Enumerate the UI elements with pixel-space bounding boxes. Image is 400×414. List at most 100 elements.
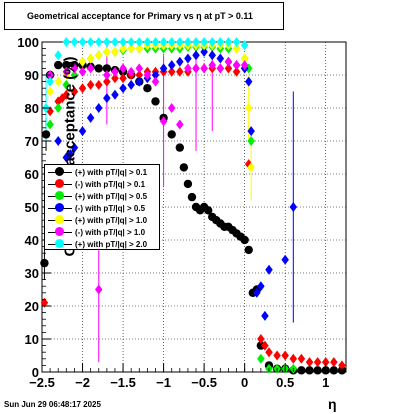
data-point bbox=[46, 86, 54, 97]
data-point bbox=[232, 43, 241, 54]
data-point bbox=[119, 83, 127, 94]
data-point bbox=[247, 136, 255, 146]
data-point bbox=[103, 70, 111, 80]
data-point bbox=[86, 53, 95, 64]
data-point bbox=[143, 84, 152, 93]
data-point bbox=[176, 56, 184, 67]
legend-label: (-) with pT/|q| > 1.0 bbox=[75, 227, 146, 237]
data-point bbox=[58, 93, 67, 104]
y-tick-label: 10 bbox=[25, 332, 39, 347]
data-point bbox=[257, 353, 265, 364]
data-point bbox=[151, 37, 160, 47]
data-point bbox=[54, 136, 62, 146]
legend-entry: (+) with pT/|q| > 1.0 bbox=[45, 214, 159, 226]
y-tick-label: 50 bbox=[25, 200, 39, 215]
legend-marker bbox=[55, 227, 64, 236]
data-point bbox=[111, 66, 119, 77]
data-point bbox=[70, 142, 79, 153]
data-point bbox=[338, 360, 346, 371]
legend-label: (+) with pT/|q| > 1.0 bbox=[75, 215, 148, 225]
legend-marker bbox=[55, 203, 64, 212]
data-point bbox=[78, 37, 87, 47]
legend-marker bbox=[55, 215, 64, 224]
data-point bbox=[86, 37, 95, 47]
data-point bbox=[151, 70, 160, 80]
data-point bbox=[247, 126, 255, 137]
data-point bbox=[54, 76, 62, 87]
data-point bbox=[176, 119, 184, 130]
data-point bbox=[184, 53, 192, 64]
legend-entry: (-) with pT/|q| > 1.0 bbox=[45, 226, 159, 238]
data-point bbox=[54, 103, 62, 113]
data-point bbox=[102, 64, 112, 73]
data-point bbox=[111, 46, 119, 57]
data-point bbox=[78, 66, 87, 77]
data-point bbox=[54, 50, 62, 61]
data-point bbox=[62, 66, 71, 77]
data-point bbox=[94, 284, 103, 295]
data-point bbox=[127, 43, 135, 54]
data-point bbox=[203, 206, 213, 215]
data-point bbox=[143, 70, 152, 80]
data-point bbox=[94, 37, 103, 47]
data-point bbox=[119, 73, 127, 84]
data-point bbox=[135, 76, 144, 87]
data-point bbox=[70, 37, 79, 47]
y-tick-label: 40 bbox=[25, 233, 39, 248]
data-point bbox=[78, 56, 87, 67]
data-point bbox=[86, 79, 95, 90]
data-point bbox=[135, 37, 144, 47]
legend-label: (+) with pT/|q| > 0.5 bbox=[75, 191, 148, 201]
data-point bbox=[289, 202, 298, 212]
data-point bbox=[265, 264, 273, 275]
y-tick-label: 100 bbox=[17, 35, 39, 50]
data-point bbox=[94, 103, 103, 113]
data-point bbox=[111, 73, 119, 84]
data-point bbox=[127, 79, 135, 90]
data-point bbox=[41, 130, 51, 139]
data-point bbox=[257, 281, 265, 292]
data-point bbox=[46, 76, 54, 87]
data-point bbox=[111, 37, 119, 47]
data-point bbox=[159, 37, 168, 47]
data-point bbox=[70, 86, 79, 97]
data-point bbox=[330, 357, 338, 368]
data-point bbox=[62, 89, 71, 100]
legend-label: (+) with pT/|q| > 2.0 bbox=[75, 239, 148, 249]
data-point bbox=[54, 60, 63, 70]
data-point bbox=[167, 103, 176, 113]
data-point bbox=[297, 353, 306, 364]
data-point bbox=[127, 66, 135, 77]
data-point bbox=[62, 79, 71, 90]
chart-title-box: Geometrical acceptance for Primary vs η … bbox=[4, 2, 284, 30]
x-tick-label: −1.5 bbox=[110, 375, 136, 390]
data-point bbox=[159, 116, 168, 127]
data-point bbox=[159, 63, 168, 74]
data-point bbox=[244, 103, 253, 113]
data-point bbox=[86, 63, 95, 74]
data-point bbox=[216, 53, 225, 64]
legend-entry: (-) with pT/|q| > 0.1 bbox=[45, 178, 159, 190]
data-point bbox=[200, 46, 208, 57]
data-point bbox=[253, 287, 261, 298]
data-point bbox=[78, 126, 87, 137]
legend-entry: (-) with pT/|q| > 0.5 bbox=[45, 202, 159, 214]
legend-marker bbox=[55, 167, 64, 176]
data-point bbox=[313, 357, 322, 368]
data-point bbox=[119, 37, 127, 47]
y-tick-label: 0 bbox=[32, 365, 39, 380]
legend-label: (-) with pT/|q| > 0.1 bbox=[75, 179, 146, 189]
data-point bbox=[232, 37, 241, 47]
chart-title: Geometrical acceptance for Primary vs η … bbox=[27, 11, 253, 21]
data-point bbox=[94, 64, 103, 73]
data-point bbox=[62, 60, 71, 70]
y-tick-label: 80 bbox=[25, 101, 39, 116]
data-point bbox=[94, 50, 103, 61]
data-point bbox=[232, 60, 241, 71]
data-point bbox=[167, 66, 176, 77]
data-point bbox=[40, 258, 49, 268]
data-point bbox=[183, 179, 193, 189]
legend-marker bbox=[55, 179, 64, 188]
data-point bbox=[192, 50, 200, 61]
